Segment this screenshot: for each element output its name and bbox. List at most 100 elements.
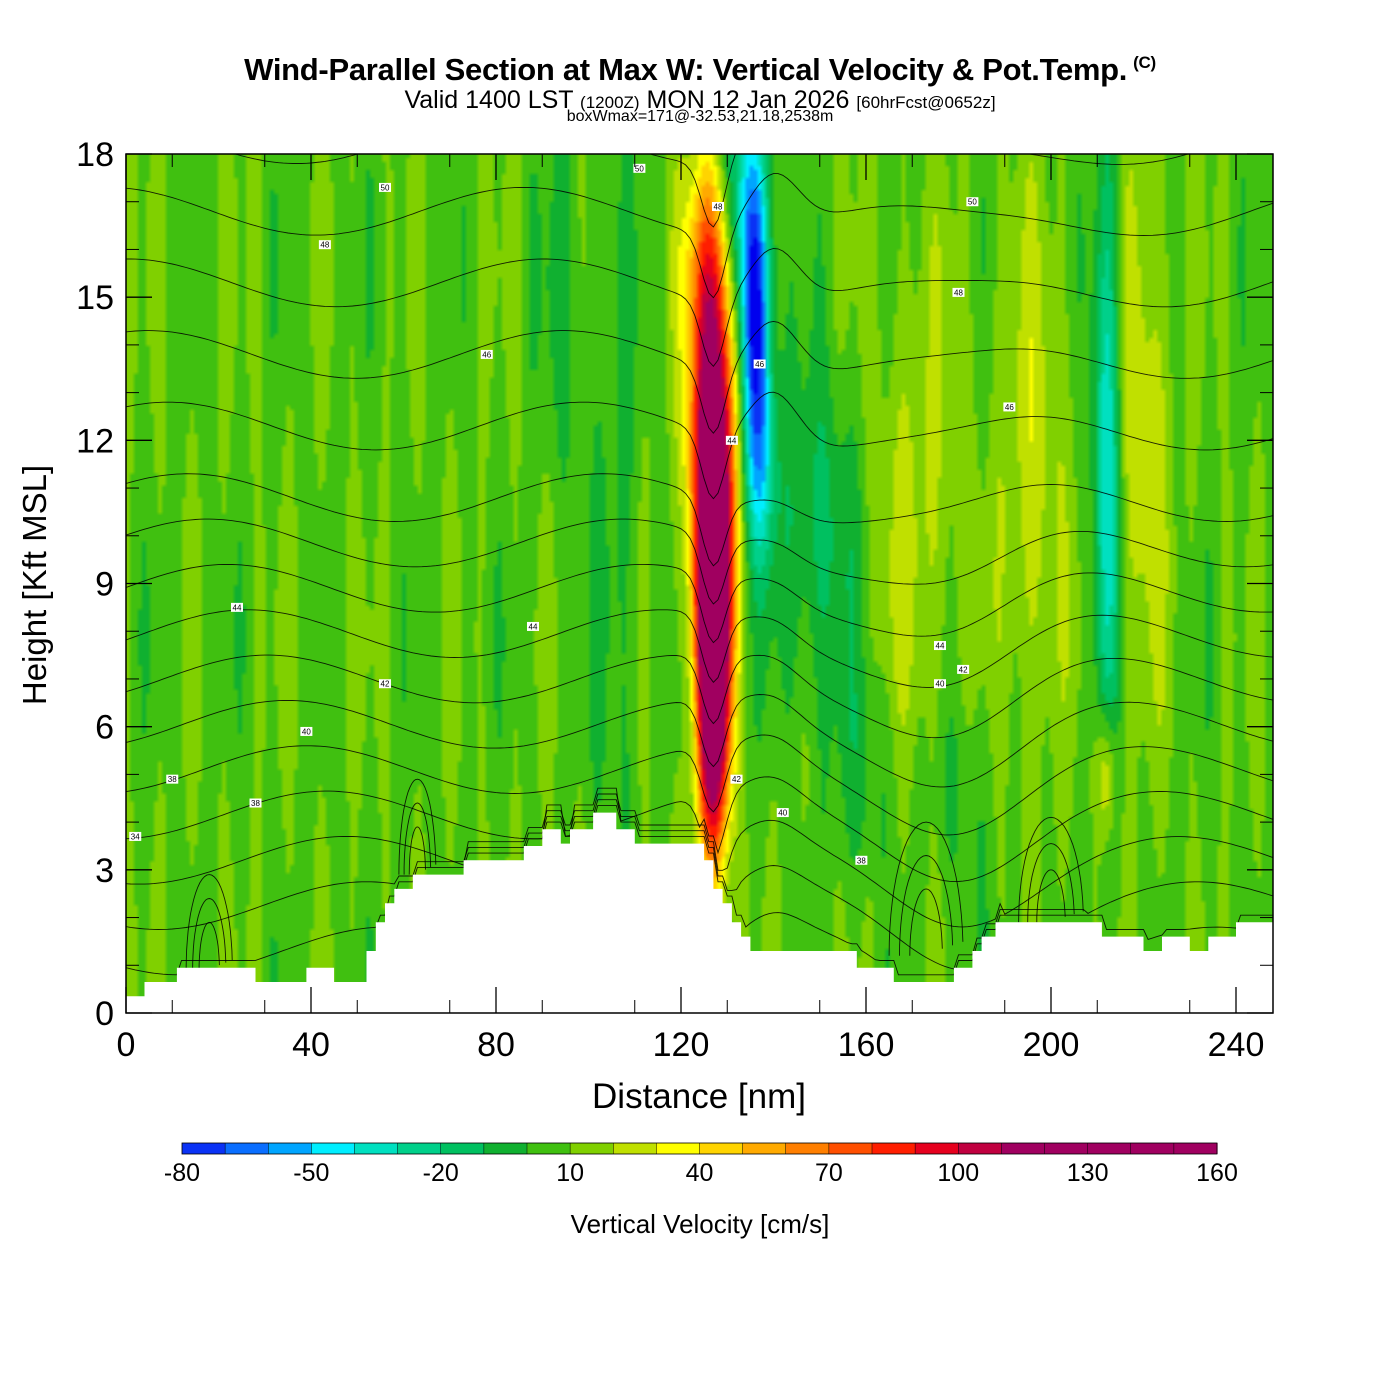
y-tick-label: 0: [95, 995, 114, 1033]
contour-label: 48: [714, 202, 723, 211]
isentrope-loop: [899, 855, 954, 956]
contour-label-box: [957, 664, 970, 674]
colorbar-swatch: [397, 1143, 442, 1154]
contour-label: 48: [320, 241, 329, 250]
isentrope-line: [126, 609, 1273, 688]
contour-label-box: [249, 798, 262, 808]
contour-label: 48: [954, 288, 963, 297]
isentrope-line: [126, 0, 1273, 3]
colorbar-swatch: [1044, 1143, 1089, 1154]
contour-label-box: [934, 641, 946, 651]
colorbar-tick-label: 100: [937, 1159, 979, 1187]
colorbar-tick-label: -80: [164, 1159, 200, 1187]
x-tick-label: 80: [477, 1026, 515, 1064]
isentrope-line: [126, 473, 1273, 567]
isentrope-line: [126, 391, 1273, 500]
isentrope-line: [126, 0, 1273, 79]
isentrope-line: [126, 793, 1273, 928]
contour-label-box: [300, 726, 313, 736]
colorbar-tick-label: 10: [556, 1159, 584, 1187]
y-tick-label: 15: [76, 279, 114, 317]
isentrope-line: [712, 154, 714, 155]
colorbar-swatch: [1173, 1143, 1218, 1154]
isentrope-line: [126, 694, 1273, 788]
colorbar-swatch: [1130, 1143, 1175, 1154]
isentrope-line: [126, 734, 1273, 836]
isentrope-loop: [198, 921, 220, 970]
colorbar-tick-label: -50: [293, 1159, 329, 1187]
terrain-profile: [126, 812, 1273, 1013]
colorbar-tick-label: 70: [815, 1159, 843, 1187]
isentrope-loop: [185, 874, 233, 971]
colorbar-label: Vertical Velocity [cm/s]: [571, 1209, 830, 1239]
colorbar-swatch: [613, 1143, 657, 1154]
x-tick-label: 120: [653, 1026, 710, 1064]
contour-label: 50: [381, 183, 390, 192]
contour-label-box: [379, 182, 391, 192]
colorbar-swatch: [656, 1143, 701, 1154]
colorbar-swatch: [742, 1143, 787, 1154]
isentrope-loop: [1036, 869, 1066, 923]
contour-label: 38: [168, 775, 177, 784]
contour-label: 42: [732, 775, 741, 784]
contour-label-box: [952, 287, 965, 297]
isentrope-line: [126, 563, 1273, 644]
isentrope-line: [126, 173, 1273, 299]
contour-label: 50: [968, 198, 977, 207]
colorbar-swatch: [483, 1143, 528, 1154]
isentrope-line: [126, 248, 1273, 368]
y-tick-label: 12: [76, 422, 114, 460]
isentrope-loop: [192, 898, 227, 971]
colorbar-swatch: [354, 1143, 399, 1154]
y-tick-label: 6: [95, 709, 114, 747]
forecast-info: [60hrFcst@0652z]: [856, 93, 996, 112]
colorbar-swatch: [527, 1143, 571, 1154]
colorbar-swatch: [699, 1143, 744, 1154]
colorbar-swatch: [311, 1143, 356, 1154]
isentrope-loop: [398, 778, 437, 875]
copyright-mark: (C): [1133, 53, 1156, 72]
isentrope-loop: [888, 821, 964, 956]
y-tick-label: 3: [95, 852, 114, 890]
contour-label-box: [1003, 402, 1016, 412]
colorbar-swatch: [225, 1143, 269, 1154]
isentrope-loop: [909, 888, 943, 956]
contour-label-box: [934, 679, 946, 689]
isentrope-line: [126, 799, 1273, 970]
colorbar-tick-label: -20: [423, 1159, 459, 1187]
contour-label: 50: [635, 164, 644, 173]
isentrope-line: [126, 654, 1273, 739]
isentrope-loop: [1027, 843, 1075, 923]
contour-label: 46: [1005, 403, 1014, 412]
contour-label: 42: [959, 665, 968, 674]
colorbar-swatch: [570, 1143, 614, 1154]
x-tick-label: 200: [1023, 1026, 1080, 1064]
isentrope-line: [126, 518, 1273, 605]
x-tick-label: 240: [1208, 1026, 1265, 1064]
contour-labels: 50 50 50 48 48 48 46 46 46 44 44 44 44 42 42 42 40 40 40 38…: [129, 163, 1016, 865]
x-axis-label: Distance [nm]: [592, 1077, 806, 1116]
contour-label: 44: [727, 436, 736, 445]
colorbar: -80 -50 -20 10 40 70 100 130 160: [164, 1142, 1238, 1187]
contour-label: 42: [381, 680, 390, 689]
contour-label: 46: [482, 350, 491, 359]
contour-label: 40: [302, 727, 311, 736]
contour-label-box: [129, 831, 142, 841]
contour-label: 38: [857, 856, 866, 865]
contour-label-box: [753, 359, 766, 369]
isentrope-line: [126, 776, 1273, 883]
isentrope-loop: [403, 802, 432, 875]
contour-label: 44: [936, 642, 945, 651]
isentrope-line: [126, 320, 1273, 434]
contour-label-box: [318, 240, 331, 250]
chart-title: Wind-Parallel Section at Max W: Vertical…: [244, 52, 1156, 87]
y-axis: 0 3 6 9 12 15 18: [76, 136, 1273, 1033]
valid-date: MON 12 Jan 2026: [646, 86, 850, 114]
colorbar-swatch: [268, 1143, 312, 1154]
colorbar-swatch: [182, 1143, 226, 1154]
colorbar-swatch: [872, 1143, 916, 1154]
colorbar-swatch: [828, 1143, 873, 1154]
contour-label-box: [712, 201, 724, 211]
valid-time-line: Valid 1400 LST (1200Z) MON 12 Jan 2026 […: [0, 86, 1400, 115]
